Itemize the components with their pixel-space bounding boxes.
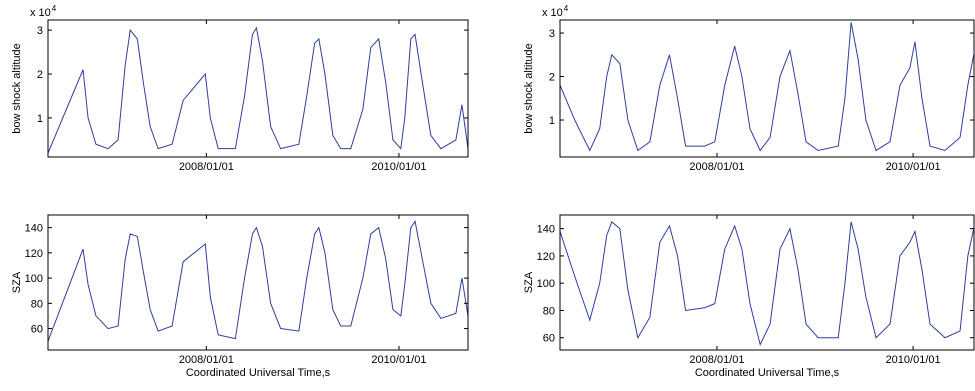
y-tick-label: 140 bbox=[25, 223, 43, 235]
y-tick-label: 60 bbox=[543, 333, 555, 345]
data-line bbox=[560, 22, 974, 152]
y-axis-label: SZA bbox=[11, 271, 23, 293]
subplot: 1 2 3 2008/01/01 2010/01/01 bow shock altitud… bbox=[11, 4, 469, 173]
axes-frame bbox=[47, 214, 469, 351]
axes-frame bbox=[559, 214, 975, 351]
y-tick-label: 2 bbox=[37, 69, 43, 81]
y-tick-label: 2 bbox=[549, 72, 555, 84]
y-axis-label: bow shock altitude bbox=[523, 43, 535, 134]
subplot: 60 80 100 120 140 2008/01/01 2010/01/01 SZA Coor… bbox=[523, 214, 975, 379]
axes-frame bbox=[559, 19, 975, 158]
y-tick-label: 100 bbox=[537, 278, 555, 290]
y-tick-label: 3 bbox=[549, 28, 555, 40]
x-tick-label: 2010/01/01 bbox=[371, 161, 426, 173]
x-tick-label: 2008/01/01 bbox=[179, 161, 234, 173]
y-tick-label: 1 bbox=[549, 115, 555, 127]
y-tick-label: 140 bbox=[537, 224, 555, 236]
x-tick-label: 2010/01/01 bbox=[886, 354, 941, 366]
x-tick-label: 2008/01/01 bbox=[689, 161, 744, 173]
y-axis-label: SZA bbox=[523, 271, 535, 293]
y-multiplier: x 10 bbox=[30, 7, 51, 19]
x-tick-label: 2010/01/01 bbox=[371, 354, 426, 366]
y-multiplier-exponent: 4 bbox=[52, 4, 57, 13]
x-tick-label: 2010/01/01 bbox=[886, 161, 941, 173]
x-tick-label: 2008/01/01 bbox=[689, 354, 744, 366]
y-tick-label: 100 bbox=[25, 273, 43, 285]
data-line bbox=[48, 220, 468, 342]
y-tick-label: 3 bbox=[37, 25, 43, 37]
axes-frame bbox=[47, 19, 469, 158]
y-tick-label: 80 bbox=[543, 305, 555, 317]
y-axis-label: bow shock altitude bbox=[11, 43, 23, 134]
y-tick-label: 120 bbox=[537, 251, 555, 263]
data-line bbox=[560, 220, 974, 347]
subplot: 60 80 100 120 140 2008/01/01 2010/01/01 SZA Coor… bbox=[11, 214, 469, 379]
y-tick-label: 60 bbox=[31, 324, 43, 336]
y-multiplier-exponent: 4 bbox=[564, 4, 569, 13]
y-tick-label: 80 bbox=[31, 298, 43, 310]
x-tick-label: 2008/01/01 bbox=[179, 354, 234, 366]
data-line bbox=[48, 26, 468, 154]
x-axis-label: Coordinated Universal Time,s bbox=[186, 367, 331, 379]
y-tick-label: 120 bbox=[25, 248, 43, 260]
subplot: 1 2 3 2008/01/01 2010/01/01 bow shock altitud… bbox=[523, 4, 975, 173]
x-axis-label: Coordinated Universal Time,s bbox=[695, 367, 840, 379]
y-multiplier: x 10 bbox=[542, 7, 563, 19]
y-tick-label: 1 bbox=[37, 113, 43, 125]
